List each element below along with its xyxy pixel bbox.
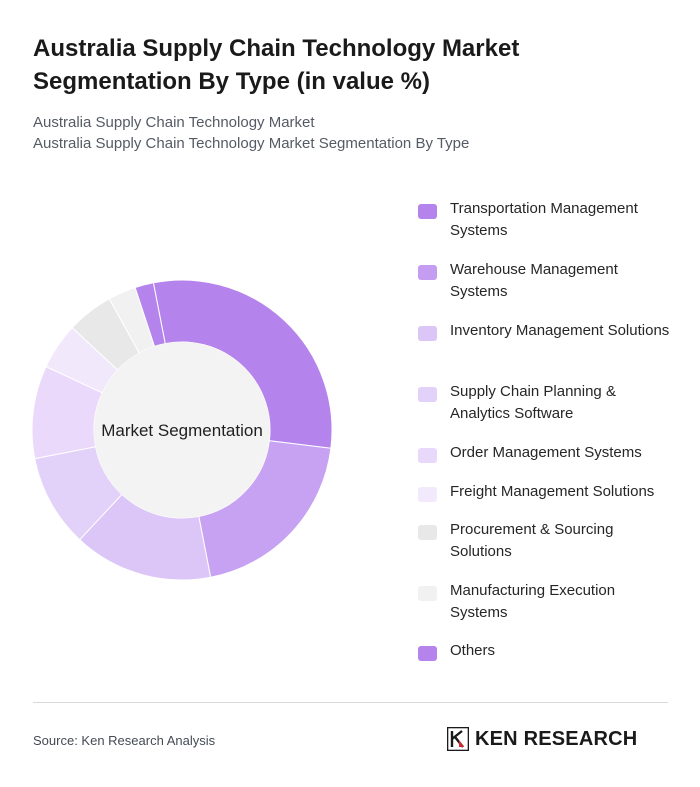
legend-item-2: Warehouse Management Systems: [418, 259, 688, 303]
footer-divider: [33, 702, 668, 703]
legend-label: Supply Chain Planning & Analytics Softwa…: [450, 383, 616, 422]
donut-chart: Market Segmentation: [31, 279, 333, 581]
legend-item-8: Manufacturing Execution Systems: [418, 580, 688, 624]
legend-item-9: Others: [418, 640, 688, 662]
legend-label: Procurement & Sourcing Solutions: [450, 521, 614, 560]
ken-research-logo-text: KEN RESEARCH: [475, 727, 638, 750]
legend-label: Inventory Management Solutions: [450, 322, 670, 339]
legend-swatch: [418, 586, 437, 601]
chart-title: Australia Supply Chain Technology Market…: [33, 32, 653, 98]
legend-label: Others: [450, 642, 496, 659]
donut-center-label: Market Segmentation: [101, 421, 263, 440]
donut-center-hole: [94, 342, 270, 518]
legend-swatch: [418, 204, 437, 219]
subtitle-line-1: Australia Supply Chain Technology Market: [33, 114, 315, 131]
legend-swatch: [418, 265, 437, 280]
source-note: Source: Ken Research Analysis: [33, 733, 216, 748]
chart-title-line-1: Australia Supply Chain Technology Market: [33, 35, 520, 62]
legend-swatch: [418, 646, 437, 661]
legend-swatch: [418, 448, 437, 463]
ken-research-logo-icon: [447, 727, 469, 751]
legend-item-5: Order Management Systems: [418, 442, 688, 464]
legend-swatch: [418, 326, 437, 341]
legend-swatch: [418, 387, 437, 402]
legend-item-1: Transportation Management Systems: [418, 198, 688, 242]
legend-item-6: Freight Management Solutions: [418, 481, 688, 503]
chart-title-line-2: Segmentation By Type (in value %): [33, 68, 430, 95]
donut-slices: [31, 279, 333, 581]
legend-item-3: Inventory Management Solutions: [418, 320, 688, 342]
legend-label: Warehouse Management Systems: [450, 261, 618, 300]
subtitle-line-2: Australia Supply Chain Technology Market…: [33, 135, 470, 152]
legend-label: Transportation Management Systems: [450, 200, 638, 239]
legend-label: Order Management Systems: [450, 444, 642, 461]
chart-subtitle: Australia Supply Chain Technology Market…: [33, 112, 653, 154]
legend-item-7: Procurement & Sourcing Solutions: [418, 519, 688, 563]
ken-research-logo: KEN RESEARCH: [447, 726, 637, 752]
legend-label: Freight Management Solutions: [450, 483, 655, 500]
legend-swatch: [418, 487, 437, 502]
legend-swatch: [418, 525, 437, 540]
legend-item-4: Supply Chain Planning & Analytics Softwa…: [418, 381, 688, 425]
legend-label: Manufacturing Execution Systems: [450, 582, 616, 621]
